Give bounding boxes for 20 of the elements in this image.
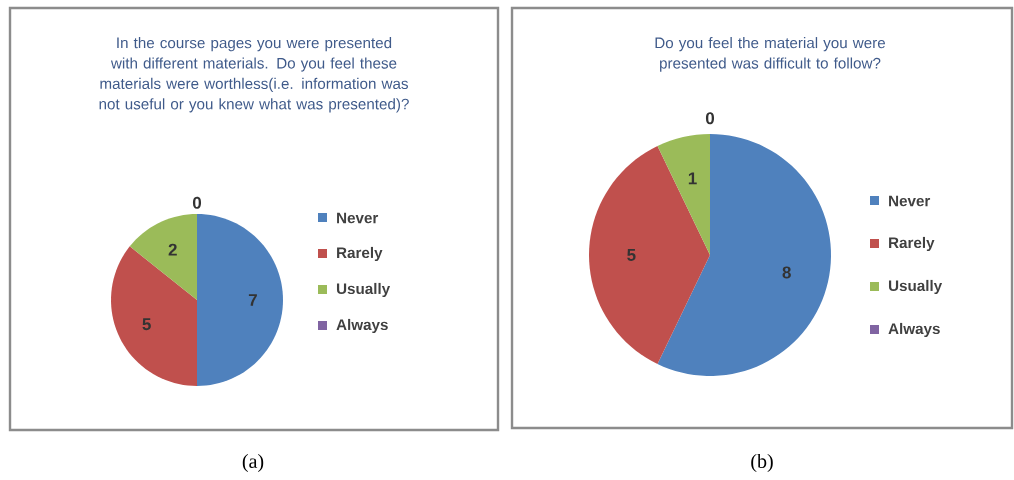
text: (b) (751, 453, 773, 473)
chart-title: In the course pages you were presented with different materials. Do you feel these materials were worthless(i.e. information was not useful or you knew what was presented)? (99, 37, 409, 113)
legend-label: Always (336, 318, 388, 334)
legend-label: Rarely (889, 236, 935, 252)
legend-label: Never (889, 195, 931, 207)
legend-label: Rarely (337, 246, 383, 262)
legend-label: Usually (888, 279, 943, 295)
data-label: 1 (688, 172, 697, 185)
data-label: 2 (168, 243, 177, 256)
text: 0 (705, 112, 715, 125)
data-label: 5 (142, 318, 151, 331)
chart-title: Do you feel the material you were presented was difficult to follow? (655, 37, 886, 72)
data-label: 8 (782, 266, 791, 279)
legend-label: Never (337, 212, 379, 224)
data-label: 7 (248, 294, 257, 306)
text: (a) (242, 453, 264, 473)
legend-label: Usually (336, 282, 391, 298)
legend-label: Always (888, 322, 940, 338)
text: 0 (192, 196, 202, 209)
data-label: 5 (627, 249, 636, 261)
